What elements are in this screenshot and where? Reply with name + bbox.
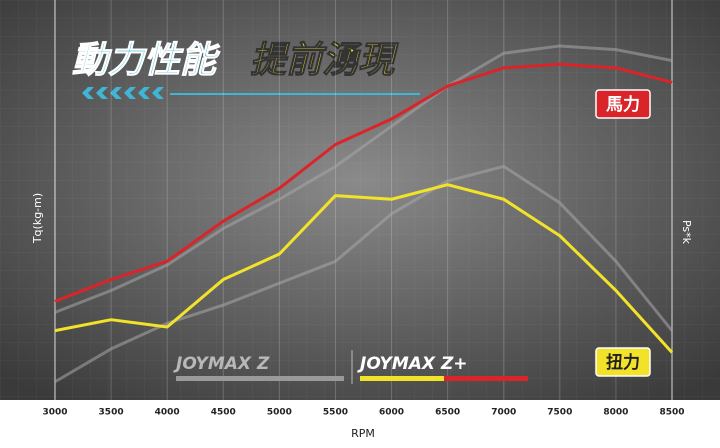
x-tick-label: 6000 xyxy=(379,408,404,418)
series-line xyxy=(54,164,674,384)
x-tick-label: 4000 xyxy=(155,408,180,418)
chart-title: 提前湧現 xyxy=(250,40,399,81)
series-line xyxy=(54,44,673,314)
axis-strip xyxy=(0,400,720,448)
x-tick-label: 3000 xyxy=(42,408,67,418)
x-tick-label: 6500 xyxy=(435,408,460,418)
x-tick-label: 5000 xyxy=(267,408,292,418)
x-tick-label: 8500 xyxy=(659,408,684,418)
chevrons xyxy=(82,87,164,99)
x-tick-label: 5500 xyxy=(323,408,348,418)
series-line xyxy=(54,183,674,354)
y-axis-label: Tq(kg-m) xyxy=(31,193,44,244)
x-tick-label: 3500 xyxy=(99,408,124,418)
chart-title: 動力性能 xyxy=(72,40,221,81)
legend-swatch xyxy=(176,376,344,381)
legend-swatch xyxy=(444,376,528,381)
x-tick-label: 7500 xyxy=(547,408,572,418)
x-tick-label: 4500 xyxy=(211,408,236,418)
legend-label: JOYMAX Z+ xyxy=(357,354,468,374)
badge xyxy=(595,89,651,119)
series-line xyxy=(54,62,673,303)
x-tick-label: 7000 xyxy=(491,408,516,418)
legend-label: JOYMAX Z xyxy=(173,354,270,374)
legend-swatch xyxy=(360,376,444,381)
annotation: 扭力 xyxy=(606,352,640,373)
y2-axis-label: Ps*k xyxy=(680,220,693,245)
x-tick-label: 8000 xyxy=(603,408,628,418)
annotation: 馬力 xyxy=(606,94,640,115)
x-axis-label: RPM xyxy=(351,427,375,440)
badge xyxy=(595,347,651,377)
